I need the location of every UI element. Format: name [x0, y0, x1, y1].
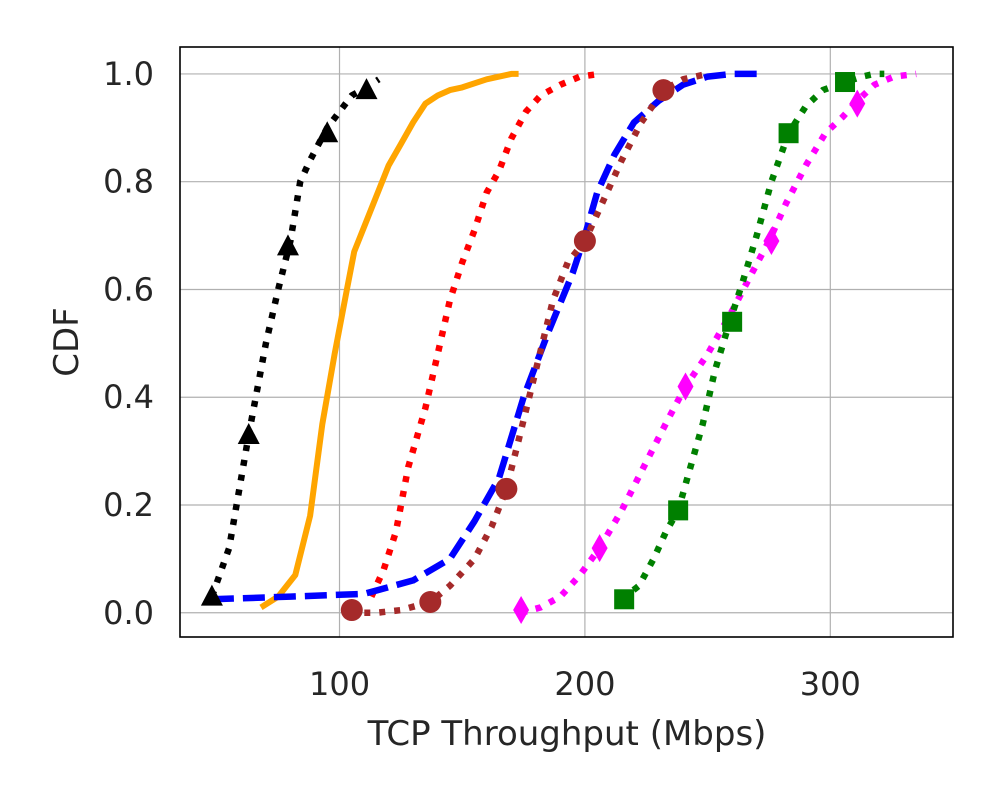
series-line-6: [520, 70, 917, 616]
series-line-1: [208, 76, 381, 598]
series-line-3: [368, 70, 601, 598]
square-marker: [614, 589, 635, 610]
triangle-marker: [200, 584, 223, 606]
circle-marker: [652, 79, 675, 102]
diamond-marker: [591, 534, 608, 563]
triangle-marker: [316, 121, 339, 143]
plot-frame: [179, 46, 954, 638]
diamond-marker: [677, 372, 694, 401]
square-marker: [722, 311, 743, 332]
circle-marker: [573, 229, 596, 252]
circle-marker: [340, 599, 363, 622]
triangle-marker: [276, 234, 299, 256]
diamond-marker: [513, 596, 530, 625]
series-line-5: [349, 70, 709, 617]
series-group: [208, 70, 917, 617]
x-tick-label: 100: [309, 665, 370, 703]
square-marker: [778, 123, 799, 144]
series-line-2: [259, 70, 519, 610]
y-tick-label: 0.8: [103, 163, 154, 201]
x-tick-label: 300: [800, 665, 861, 703]
y-tick-label: 0.6: [103, 270, 154, 308]
y-tick-label: 0.2: [103, 486, 154, 524]
y-axis-label: CDF: [47, 307, 87, 376]
triangle-marker: [355, 78, 378, 100]
square-marker: [668, 500, 689, 521]
x-tick-label: 200: [554, 665, 615, 703]
grid: [180, 47, 953, 637]
circle-marker: [495, 477, 518, 500]
y-tick-label: 0.0: [103, 594, 154, 632]
series-line-7: [619, 70, 885, 602]
square-marker: [835, 72, 856, 93]
x-axis-label: TCP Throughput (Mbps): [367, 714, 767, 754]
y-tick-label: 1.0: [103, 55, 154, 93]
marker-group: [200, 72, 866, 625]
diamond-marker: [763, 226, 780, 255]
y-tick-label: 0.4: [103, 378, 154, 416]
triangle-marker: [237, 422, 260, 444]
diamond-marker: [849, 89, 866, 118]
series-line-4: [211, 70, 760, 603]
tick-labels: 100 200 300 0.0 0.2 0.4 0.6 0.8 1.0: [103, 55, 861, 703]
circle-marker: [419, 590, 442, 613]
